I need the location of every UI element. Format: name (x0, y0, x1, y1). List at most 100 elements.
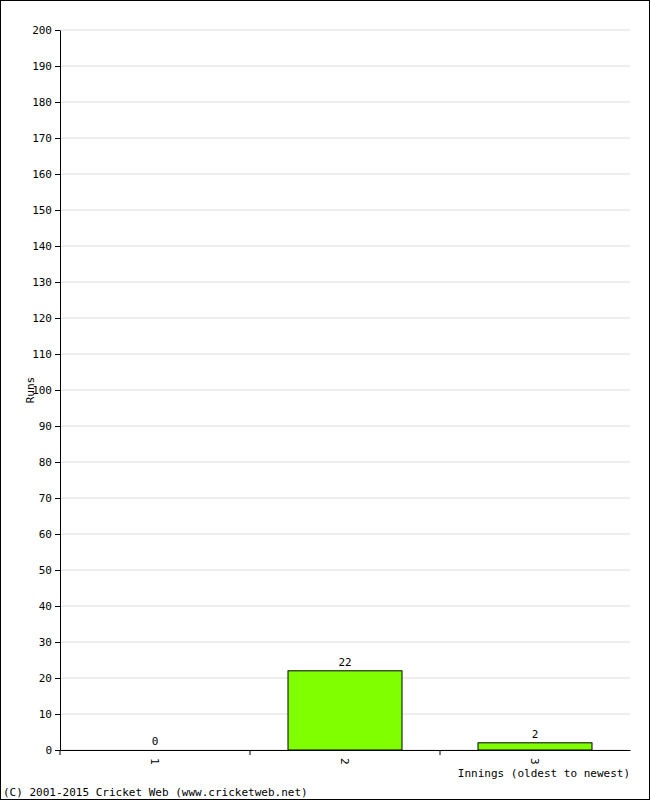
grid-line (60, 138, 630, 139)
y-tick-label: 10 (39, 708, 52, 721)
y-tick: 0 (45, 744, 60, 757)
grid-line (60, 462, 630, 463)
y-tick-label: 20 (39, 672, 52, 685)
y-tick-mark (55, 714, 60, 715)
y-tick-mark (55, 534, 60, 535)
data-label: 2 (532, 728, 539, 741)
grid-line (60, 30, 630, 31)
y-tick: 90 (39, 420, 60, 433)
y-tick: 160 (32, 168, 60, 181)
y-tick-mark (55, 678, 60, 679)
bar (98, 750, 212, 751)
y-tick-mark (55, 426, 60, 427)
y-tick-mark (55, 138, 60, 139)
y-tick-label: 60 (39, 528, 52, 541)
y-tick: 50 (39, 564, 60, 577)
grid-line (60, 390, 630, 391)
y-tick: 120 (32, 312, 60, 325)
y-tick-label: 40 (39, 600, 52, 613)
x-axis: 1 2 3 (60, 750, 631, 765)
y-axis-title: Runs (24, 377, 37, 404)
y-tick-mark (55, 570, 60, 571)
y-tick-label: 200 (32, 24, 52, 37)
grid-line (60, 642, 630, 643)
y-tick: 60 (39, 528, 60, 541)
grid-line (60, 102, 630, 103)
y-tick-mark (55, 354, 60, 355)
y-tick-mark (55, 318, 60, 319)
y-tick-label: 190 (32, 60, 52, 73)
y-tick-mark (55, 210, 60, 211)
y-tick: 140 (32, 240, 60, 253)
frame (1, 1, 650, 800)
y-tick: 30 (39, 636, 60, 649)
y-tick-label: 150 (32, 204, 52, 217)
y-tick: 190 (32, 60, 60, 73)
y-tick-mark (55, 462, 60, 463)
plot: 0102030405060708090100110120130140150160… (32, 24, 630, 765)
y-tick: 20 (39, 672, 60, 685)
y-tick-label: 80 (39, 456, 52, 469)
grid-line (60, 570, 630, 571)
y-tick-label: 0 (45, 744, 52, 757)
annotation: (C) 2001-2015 Cricket Web (www.cricketwe… (3, 786, 308, 799)
y-tick: 130 (32, 276, 60, 289)
grid-line (60, 174, 630, 175)
y-tick: 10 (39, 708, 60, 721)
y-tick-label: 160 (32, 168, 52, 181)
y-tick-mark (55, 66, 60, 67)
y-tick-label: 140 (32, 240, 52, 253)
grid-line (60, 354, 630, 355)
y-tick: 70 (39, 492, 60, 505)
grid-line (60, 318, 630, 319)
x-tick: 3 (440, 750, 541, 765)
y-tick-label: 110 (32, 348, 52, 361)
y-tick: 150 (32, 204, 60, 217)
y-tick-label: 30 (39, 636, 52, 649)
grid (60, 30, 630, 750)
grid-line (60, 246, 630, 247)
grid-line (60, 66, 630, 67)
y-tick-label: 70 (39, 492, 52, 505)
y-tick: 40 (39, 600, 60, 613)
y-tick-label: 120 (32, 312, 52, 325)
y-tick: 170 (32, 132, 60, 145)
y-tick-mark (55, 174, 60, 175)
y-tick-label: 170 (32, 132, 52, 145)
data-label: 22 (338, 656, 351, 669)
y-tick-label: 130 (32, 276, 52, 289)
y-tick: 110 (32, 348, 60, 361)
y-tick-label: 50 (39, 564, 52, 577)
x-axis-title: Innings (oldest to newest) (458, 767, 630, 780)
chart: 0102030405060708090100110120130140150160… (0, 0, 650, 800)
y-tick-mark (55, 498, 60, 499)
grid-line (60, 426, 630, 427)
grid-line (60, 282, 630, 283)
y-tick-mark (55, 102, 60, 103)
grid-line (60, 210, 630, 211)
annotations: (C) 2001-2015 Cricket Web (www.cricketwe… (3, 786, 308, 799)
grid-line (60, 606, 630, 607)
x-tick-label: 1 (148, 758, 161, 765)
y-tick-mark (55, 390, 60, 391)
grid-line (60, 534, 630, 535)
y-tick-label: 90 (39, 420, 52, 433)
x-tick-mark (60, 750, 61, 755)
x-tick-mark (440, 750, 441, 755)
y-tick-mark (55, 246, 60, 247)
data-label: 0 (152, 735, 159, 748)
x-tick-mark (250, 750, 251, 755)
x-tick-label: 2 (338, 758, 351, 765)
x-tick-label: 3 (528, 758, 541, 765)
y-tick: 180 (32, 96, 60, 109)
bar (478, 743, 592, 750)
y-tick-mark (55, 30, 60, 31)
y-tick-mark (55, 606, 60, 607)
y-tick: 80 (39, 456, 60, 469)
x-tick: 1 (60, 750, 161, 765)
data-labels: 0222 (152, 656, 539, 748)
y-tick-label: 180 (32, 96, 52, 109)
bars (288, 671, 592, 750)
y-tick-mark (55, 750, 60, 751)
x-tick: 2 (250, 750, 351, 765)
